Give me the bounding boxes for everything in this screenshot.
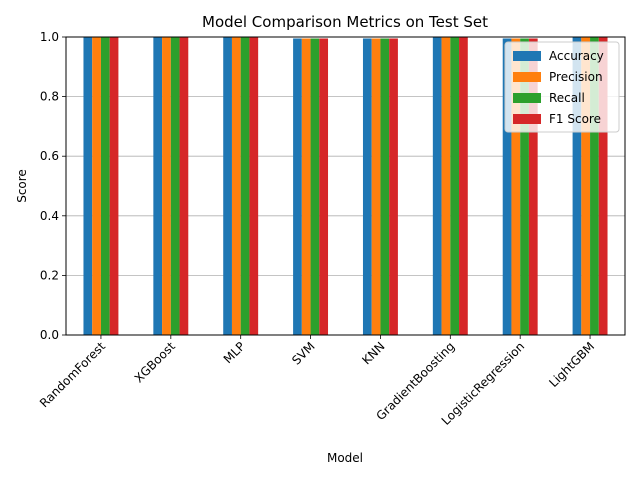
bar-precision — [231, 37, 241, 335]
y-axis: 0.0 0.2 0.4 0.6 0.8 1.0 — [40, 30, 66, 342]
bar-precision — [371, 38, 381, 336]
bar-precision — [92, 37, 101, 335]
bars — [83, 37, 608, 336]
bar-accuracy — [502, 38, 512, 336]
bar-accuracy — [432, 37, 442, 335]
bar-recall — [380, 38, 390, 336]
legend-label: Accuracy — [549, 49, 604, 63]
plot-frame — [65, 36, 626, 336]
bar-recall — [590, 37, 599, 335]
legend-box — [504, 41, 620, 133]
y-tick-label: 0.4 — [40, 209, 59, 223]
bar-accuracy — [293, 38, 302, 336]
chart-title: Model Comparison Metrics on Test Set — [202, 13, 488, 31]
bar-accuracy — [83, 37, 93, 335]
y-tick-label: 0.6 — [40, 149, 59, 163]
y-tick-label: 1.0 — [40, 30, 59, 44]
bar-f1-score — [319, 38, 329, 336]
x-axis-label: Model — [327, 451, 363, 465]
legend-swatch — [513, 93, 541, 103]
bar-f1-score — [179, 37, 189, 335]
bar-precision — [441, 37, 451, 335]
bar-f1-score — [528, 38, 538, 336]
bar-f1-score — [598, 37, 608, 335]
legend-swatch — [513, 72, 541, 82]
legend-label: Recall — [549, 91, 585, 105]
y-tick-label: 0.2 — [40, 268, 59, 282]
bar-precision — [581, 37, 591, 335]
y-tick-label: 0.0 — [40, 328, 59, 342]
bar-recall — [100, 37, 110, 335]
bar-f1-score — [249, 37, 259, 335]
bar-recall — [170, 37, 180, 335]
y-axis-label: Score — [15, 169, 29, 203]
legend-label: F1 Score — [549, 112, 601, 126]
bar-precision — [511, 38, 521, 336]
bar-precision — [301, 38, 311, 336]
bar-precision — [162, 37, 171, 335]
bar-accuracy — [223, 37, 232, 335]
legend: Accuracy Precision Recall F1 Score — [504, 41, 620, 133]
bar-f1-score — [389, 38, 398, 336]
bar-recall — [240, 37, 250, 335]
bar-accuracy — [572, 37, 582, 335]
bar-recall — [520, 38, 529, 336]
legend-swatch — [513, 114, 541, 124]
bar-recall — [310, 38, 320, 336]
bar-f1-score — [109, 37, 119, 335]
bar-accuracy — [362, 38, 372, 336]
legend-label: Precision — [549, 70, 603, 84]
bar-f1-score — [459, 37, 468, 335]
bar-accuracy — [153, 37, 163, 335]
legend-swatch — [513, 51, 541, 61]
bar-recall — [450, 37, 460, 335]
y-tick-label: 0.8 — [40, 90, 59, 104]
